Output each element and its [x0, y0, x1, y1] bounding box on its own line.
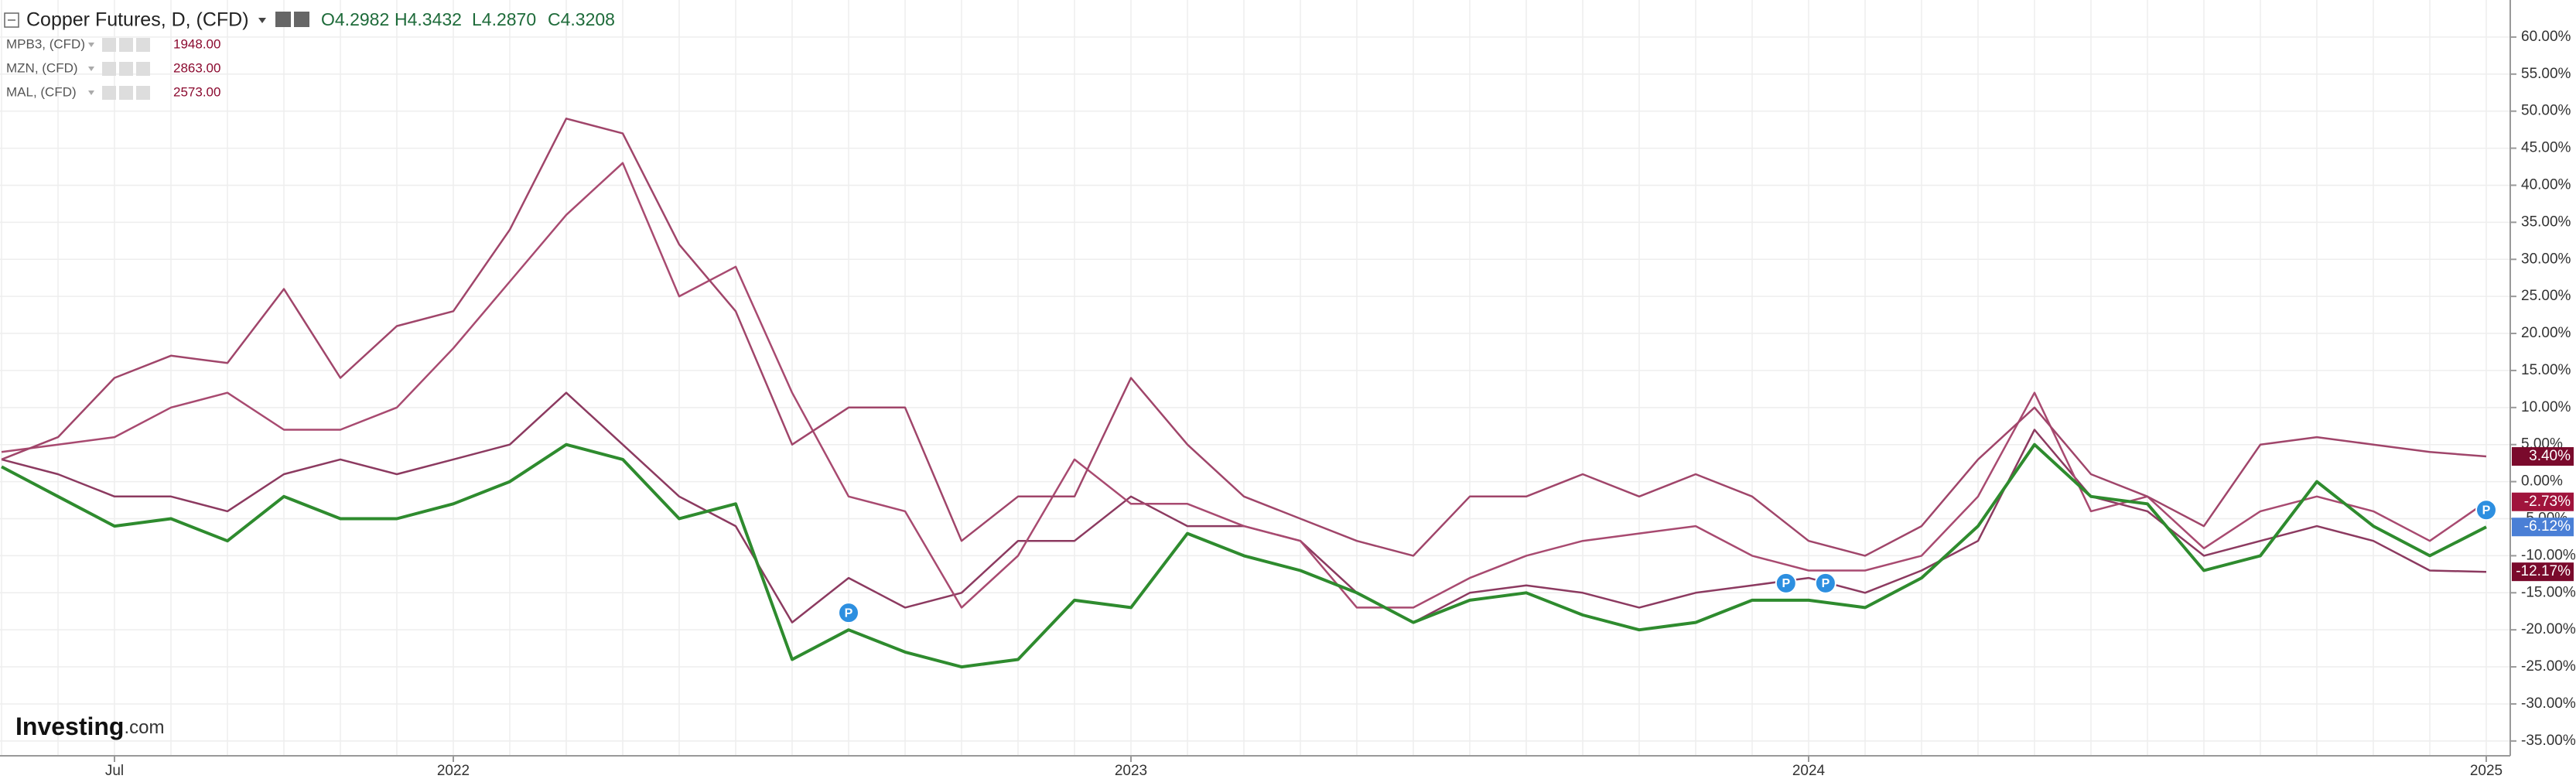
axis: 60.00% 55.00% 50.00% 45.00% 40.00% 35.00% 30.0…: [105, 29, 2576, 779]
dropdown[interactable]: [258, 18, 266, 23]
ohlc-open: O4.2982: [321, 9, 389, 29]
legend-name: MPB3, (CFD): [6, 36, 85, 51]
y-tick-label: 40.00%: [2521, 176, 2571, 193]
settings-icon[interactable]: [275, 12, 291, 27]
price-tag-label: -12.17%: [2516, 563, 2571, 579]
legend-icon: [136, 86, 150, 100]
y-tick-label: -20.00%: [2521, 621, 2576, 637]
event-marker-label: P: [2482, 504, 2491, 517]
brand-suffix: .com: [124, 717, 164, 738]
y-tick-label: 55.00%: [2521, 66, 2571, 82]
y-tick-label: 60.00%: [2521, 29, 2571, 45]
legend-name: MZN, (CFD): [6, 60, 78, 75]
compare-line: [1, 118, 2487, 557]
event-marker: [1775, 572, 1797, 594]
event-marker: [1814, 572, 1836, 594]
brand-name: Investing: [15, 712, 124, 740]
ohlc-high: H4.3432: [395, 9, 462, 29]
y-tick-label: -10.00%: [2521, 547, 2576, 563]
x-tick-label: 2022: [437, 763, 470, 779]
legend-value: 1948.00: [173, 36, 220, 51]
dropdown: [88, 43, 94, 47]
legend-icon: [102, 86, 116, 100]
price-tag-label: -6.12%: [2524, 518, 2571, 535]
y-tick-label: -25.00%: [2521, 658, 2576, 675]
event-marker-label: P: [1822, 577, 1830, 590]
price-tag-label: -2.73%: [2524, 494, 2571, 510]
legend-icon: [119, 86, 133, 100]
legend-icon: [136, 62, 150, 76]
ohlc-low: L4.2870: [472, 9, 536, 29]
x-tick-label: 2023: [1115, 763, 1147, 779]
x-tick-label: 2024: [1792, 763, 1826, 779]
y-tick-label: 25.00%: [2521, 288, 2571, 304]
y-tick-label: 0.00%: [2521, 473, 2563, 490]
y-tick-label: -35.00%: [2521, 733, 2576, 749]
y-tick-label: 45.00%: [2521, 140, 2571, 156]
price-tag: [2512, 492, 2574, 511]
grid: [0, 0, 2510, 756]
legend-value: 2573.00: [173, 84, 220, 99]
y-tick-label: -15.00%: [2521, 584, 2576, 600]
x-tick-label: 2025: [2470, 763, 2503, 779]
price-tag-label: 3.40%: [2529, 448, 2571, 464]
y-tick-label: 15.00%: [2521, 362, 2571, 378]
legend-icon: [119, 62, 133, 76]
legend: Copper Futures, D, (CFD) O4.2982 H4.3432…: [4, 9, 615, 100]
legend-icon: [119, 38, 133, 52]
event-marker-label: P: [845, 606, 853, 620]
y-tick-label: 30.00%: [2521, 251, 2571, 267]
price-tag: [2512, 562, 2574, 582]
price-tag: [2512, 447, 2574, 466]
event-marker-label: P: [1782, 577, 1790, 590]
legend-icon: [102, 62, 116, 76]
legend-value: 2863.00: [173, 60, 220, 75]
y-tick-label: 50.00%: [2521, 103, 2571, 119]
y-tick-label: 10.00%: [2521, 399, 2571, 415]
price-tag: [2512, 518, 2574, 537]
y-tick-label: 20.00%: [2521, 325, 2571, 341]
legend-icon: [136, 38, 150, 52]
dropdown: [88, 91, 94, 95]
x-tick-label: Jul: [105, 763, 124, 779]
y-tick-label: -30.00%: [2521, 695, 2576, 712]
y-tick-label: 35.00%: [2521, 214, 2571, 230]
legend-name: MAL, (CFD): [6, 84, 77, 99]
dropdown: [88, 67, 94, 71]
price-line: [1, 442, 2487, 669]
ohlc-close: C4.3208: [548, 9, 615, 29]
compare-line: [1, 162, 2487, 609]
event-marker: [838, 602, 859, 624]
legend-icon: [102, 38, 116, 52]
event-marker: [2475, 499, 2497, 521]
plot: P P P P: [1, 118, 2497, 669]
collapse-icon[interactable]: [4, 12, 19, 28]
main-title: Copper Futures, D, (CFD): [26, 9, 249, 31]
brand: Investing.com: [15, 712, 164, 740]
eye-icon[interactable]: [294, 12, 309, 27]
